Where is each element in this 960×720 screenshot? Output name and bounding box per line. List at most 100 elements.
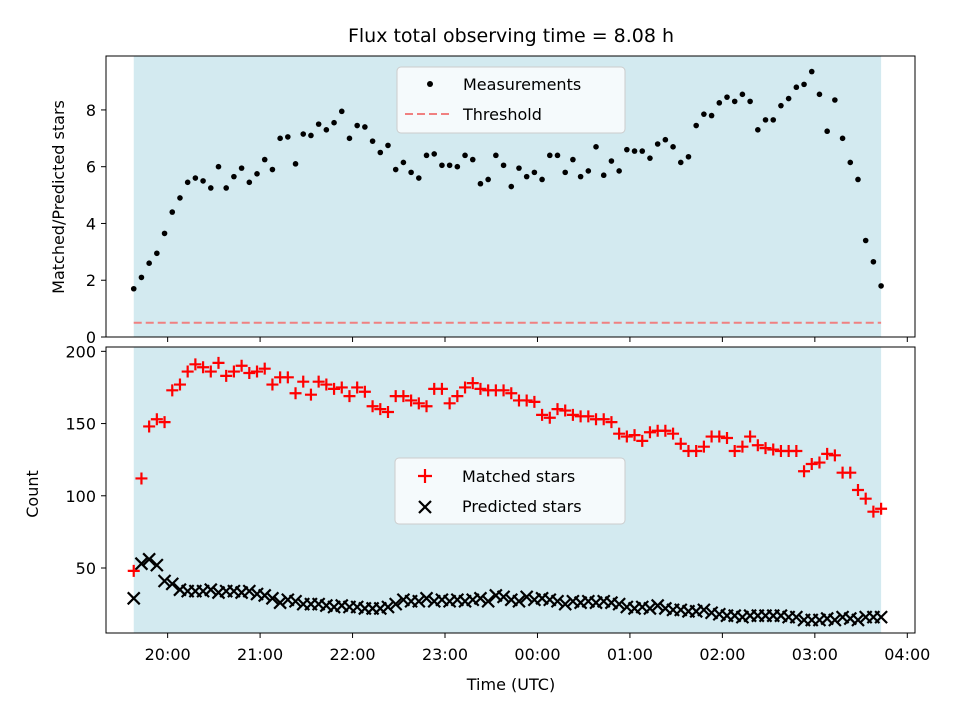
matched-star-marker — [851, 484, 864, 496]
predicted-star-marker — [512, 594, 526, 608]
measurement-point — [292, 161, 299, 167]
counts-y-tick-label: 150 — [65, 415, 96, 434]
matched-star-marker — [127, 564, 140, 577]
predicted-star-marker — [381, 600, 395, 614]
measurement-point — [747, 98, 753, 105]
x-tick-label: 20:00 — [145, 645, 191, 664]
measurement-point — [593, 144, 599, 150]
measurement-point — [855, 176, 861, 183]
predicted-star-marker — [550, 594, 565, 608]
matched-star-marker — [520, 394, 533, 407]
measurement-point — [523, 173, 530, 180]
measurement-point — [254, 170, 260, 177]
measurement-point — [146, 260, 152, 267]
legend-predicted-marker — [418, 500, 432, 514]
ratio-y-tick-label: 8 — [86, 101, 96, 120]
measurement-point — [639, 148, 646, 154]
matched-star-marker — [566, 408, 579, 421]
measurement-point — [862, 237, 869, 244]
predicted-star-marker — [157, 574, 172, 588]
measurement-point — [423, 152, 430, 159]
matched-star-marker — [374, 403, 387, 416]
matched-star-marker — [181, 365, 194, 378]
predicted-star-marker — [473, 591, 488, 606]
counts-y-tick-label: 50 — [76, 559, 96, 578]
matched-star-marker — [559, 404, 572, 417]
measurement-point — [685, 153, 692, 160]
matched-star-marker — [636, 434, 649, 447]
measurement-point — [446, 162, 453, 169]
measurement-point — [400, 159, 407, 166]
matched-star-marker — [358, 385, 371, 398]
matched-star-marker — [412, 397, 425, 410]
matched-star-marker — [366, 400, 379, 413]
predicted-star-marker — [481, 594, 495, 608]
ratio-y-tick-label: 6 — [86, 158, 96, 177]
matched-star-marker — [867, 505, 880, 518]
ratio-y-tick-label: 0 — [86, 328, 96, 347]
counts-y-axis-label: Count — [23, 470, 42, 518]
predicted-star-marker — [828, 613, 842, 627]
matched-star-marker — [227, 365, 240, 378]
matched-star-marker — [859, 492, 872, 505]
predicted-star-marker — [851, 613, 865, 627]
measurement-point — [493, 152, 499, 159]
matched-star-marker — [474, 382, 487, 395]
measurement-point — [693, 122, 699, 129]
measurement-point — [608, 158, 615, 164]
measurement-point — [354, 122, 360, 129]
x-tick-label: 01:00 — [607, 645, 653, 664]
measurement-point — [662, 136, 669, 143]
measurement-point — [323, 126, 330, 133]
counts-y-tick-label: 100 — [65, 487, 96, 506]
measurement-point — [331, 119, 337, 126]
predicted-star-marker — [874, 610, 888, 624]
legend-threshold-label: Threshold — [462, 105, 542, 124]
counts-y-tick-label: 200 — [65, 342, 96, 361]
measurement-points — [130, 68, 884, 292]
measurement-point — [870, 258, 877, 265]
matched-star-marker — [828, 449, 841, 462]
predicted-star-marker — [242, 584, 257, 598]
predicted-star-marker — [126, 591, 141, 606]
matched-star-marker — [667, 427, 680, 440]
measurement-point — [585, 168, 592, 174]
measurement-point — [130, 285, 137, 292]
measurement-point — [739, 91, 746, 98]
matched-star-marker — [875, 502, 888, 515]
x-tick-label: 03:00 — [792, 645, 838, 664]
predicted-star-marker — [412, 594, 426, 608]
measurement-point — [377, 149, 384, 156]
measurement-point — [469, 156, 476, 163]
predicted-star-marker — [134, 556, 149, 571]
matched-star-marker — [643, 426, 656, 439]
predicted-star-marker — [265, 591, 280, 606]
matched-star-marker — [744, 430, 757, 443]
measurement-point — [177, 195, 183, 201]
matched-star-marker — [528, 395, 541, 408]
matched-star-marker — [805, 458, 818, 470]
measurement-point — [416, 175, 422, 181]
matched-star-marker — [251, 365, 264, 378]
measurement-point — [516, 165, 522, 171]
measurement-point — [670, 144, 676, 150]
counts-legend-box — [394, 457, 626, 525]
matched-star-marker — [381, 406, 394, 418]
matched-star-marker — [543, 411, 556, 424]
predicted-stars-markers — [126, 552, 888, 627]
measurement-point — [539, 176, 545, 183]
matched-star-marker — [721, 432, 734, 444]
measurement-point — [731, 98, 738, 105]
matched-star-marker — [620, 430, 633, 443]
measurement-point — [392, 166, 399, 173]
measurement-point — [793, 84, 800, 91]
measurement-point — [385, 142, 391, 149]
matched-star-marker — [759, 442, 772, 455]
predicted-star-marker — [643, 601, 657, 616]
measurement-point — [832, 97, 838, 103]
predicted-star-marker — [789, 610, 804, 624]
predicted-star-marker — [519, 590, 534, 604]
measurement-point — [154, 250, 160, 257]
matched-star-marker — [628, 429, 641, 442]
